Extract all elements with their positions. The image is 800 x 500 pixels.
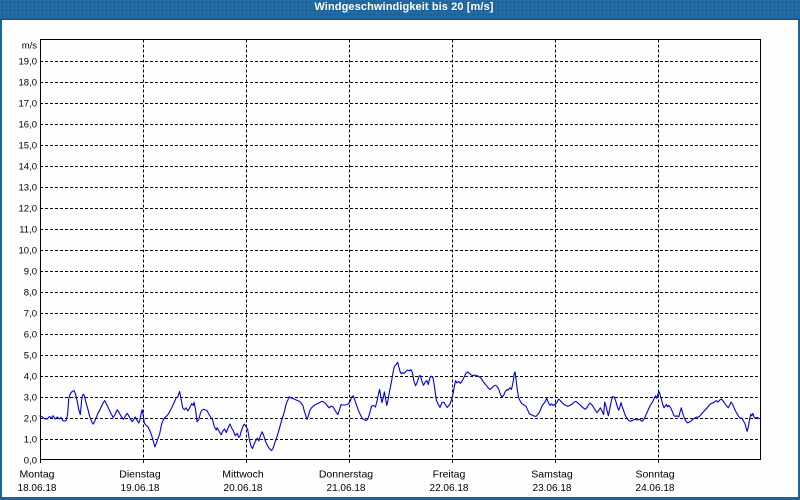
svg-text:14,0: 14,0: [19, 162, 38, 173]
svg-text:20.06.18: 20.06.18: [224, 483, 263, 494]
svg-text:7,0: 7,0: [24, 309, 37, 320]
svg-text:Donnerstag: Donnerstag: [319, 469, 373, 481]
svg-text:17,0: 17,0: [19, 99, 38, 110]
svg-text:Montag: Montag: [19, 469, 54, 481]
svg-text:Samstag: Samstag: [531, 469, 573, 481]
svg-text:m/s: m/s: [22, 41, 38, 52]
svg-text:8,0: 8,0: [24, 288, 37, 299]
svg-text:11,0: 11,0: [19, 225, 37, 236]
svg-text:16,0: 16,0: [19, 120, 38, 131]
svg-text:18,0: 18,0: [19, 78, 38, 89]
svg-text:Mittwoch: Mittwoch: [222, 469, 264, 481]
svg-text:21.06.18: 21.06.18: [327, 483, 366, 494]
svg-text:2,0: 2,0: [24, 414, 37, 425]
svg-text:12,0: 12,0: [19, 204, 38, 215]
svg-text:18.06.18: 18.06.18: [18, 483, 57, 494]
svg-text:23.06.18: 23.06.18: [533, 483, 572, 494]
svg-text:Sonntag: Sonntag: [635, 469, 674, 481]
svg-text:24.06.18: 24.06.18: [636, 483, 675, 494]
svg-text:1,0: 1,0: [24, 435, 37, 446]
svg-text:3,0: 3,0: [24, 393, 37, 404]
svg-text:19.06.18: 19.06.18: [121, 483, 160, 494]
svg-text:0,0: 0,0: [24, 456, 37, 467]
svg-text:9,0: 9,0: [24, 267, 37, 278]
svg-text:22.06.18: 22.06.18: [430, 483, 469, 494]
svg-text:5,0: 5,0: [24, 351, 37, 362]
svg-text:19,0: 19,0: [19, 57, 38, 68]
svg-text:13,0: 13,0: [19, 183, 38, 194]
svg-text:Freitag: Freitag: [433, 469, 466, 481]
svg-text:4,0: 4,0: [24, 372, 37, 383]
svg-text:10,0: 10,0: [19, 246, 38, 257]
svg-text:6,0: 6,0: [24, 330, 37, 341]
svg-text:15,0: 15,0: [19, 141, 38, 152]
svg-text:Dienstag: Dienstag: [119, 469, 161, 481]
